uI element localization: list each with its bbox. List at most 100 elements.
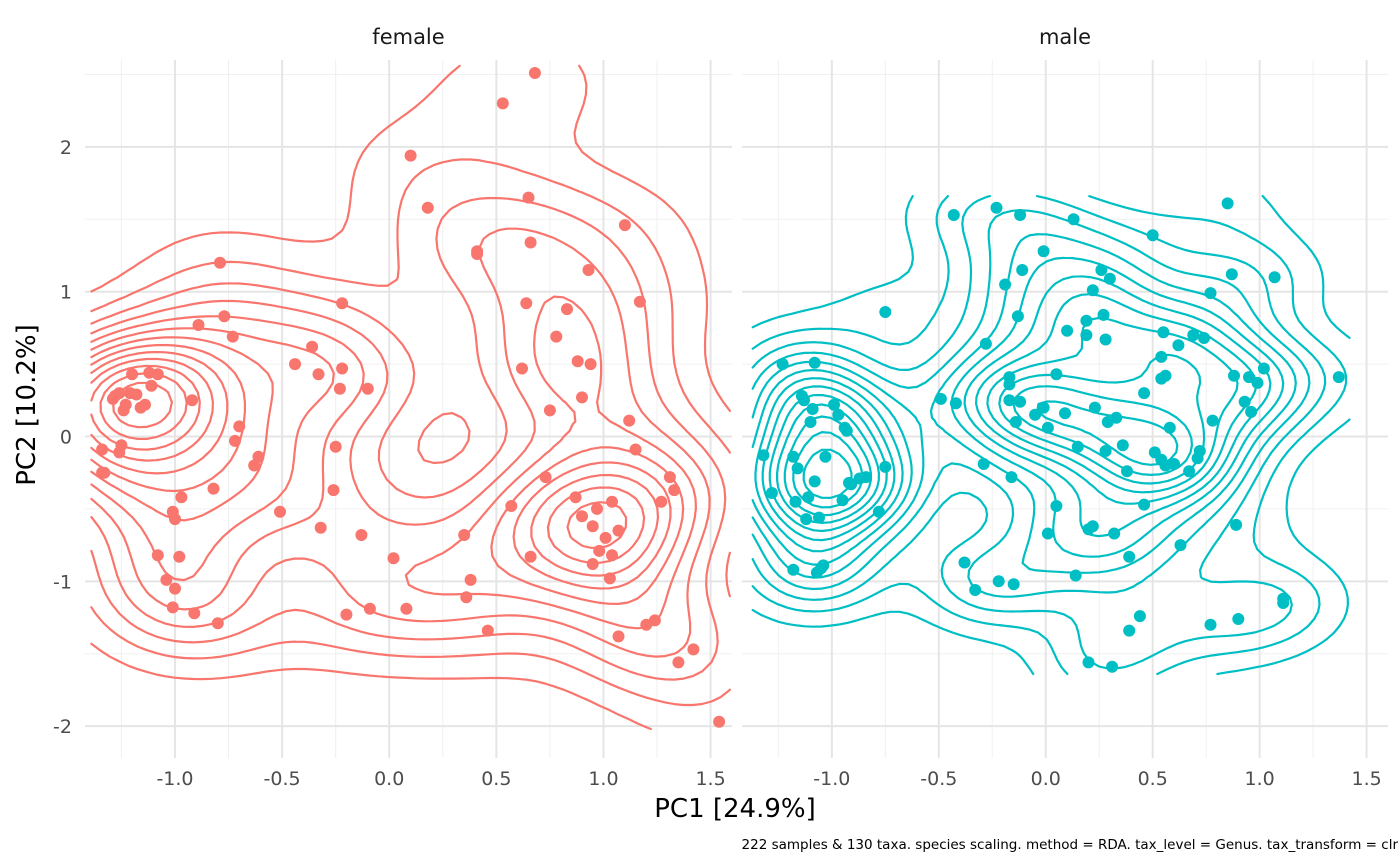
x-tick-label: -1.0: [156, 768, 193, 790]
data-point: [207, 482, 220, 495]
x-tick-label: 0.5: [481, 768, 511, 790]
data-point: [233, 420, 246, 433]
data-point: [539, 471, 552, 484]
data-point: [1155, 350, 1168, 363]
x-tick-label: 0.0: [374, 768, 404, 790]
data-point: [1172, 339, 1185, 352]
x-tick-label: -0.5: [264, 768, 301, 790]
data-point: [672, 656, 685, 669]
density-contour-line: [90, 295, 697, 630]
data-point: [145, 379, 158, 392]
data-point: [1005, 471, 1018, 484]
data-point: [1183, 465, 1196, 478]
density-contour-line: [754, 275, 1272, 553]
density-contour-line: [90, 336, 672, 590]
data-point: [687, 643, 700, 656]
data-point: [404, 149, 417, 162]
data-point: [166, 601, 179, 614]
data-point: [211, 617, 224, 630]
data-point: [599, 531, 612, 544]
x-tick-label: -0.5: [920, 768, 957, 790]
data-point: [576, 391, 588, 404]
density-contour-line: [751, 195, 1351, 676]
data-point: [214, 256, 226, 269]
points-female: [96, 67, 726, 728]
data-point: [817, 559, 830, 572]
data-point: [808, 475, 821, 488]
data-point: [1011, 310, 1024, 323]
data-point: [1037, 245, 1050, 258]
data-point: [169, 513, 181, 526]
data-point: [1230, 518, 1243, 531]
data-point: [169, 582, 181, 595]
data-point: [126, 368, 139, 381]
y-tick-labels: -2 -1 0 1 2: [53, 137, 72, 738]
data-point: [757, 449, 770, 462]
data-point: [947, 209, 960, 221]
data-point: [1106, 660, 1119, 673]
data-point: [1157, 326, 1170, 339]
data-point: [400, 602, 413, 615]
data-point: [832, 408, 845, 421]
data-point: [119, 398, 132, 411]
strip-label-female: female: [372, 25, 444, 49]
data-point: [458, 529, 471, 541]
data-point: [958, 556, 971, 569]
data-point: [582, 264, 595, 276]
x-tick-label: 0.5: [1138, 768, 1168, 790]
data-point: [802, 491, 815, 504]
data-point: [113, 387, 126, 400]
data-point: [1268, 271, 1281, 284]
data-point: [139, 398, 151, 411]
data-point: [1014, 395, 1027, 408]
data-point: [130, 388, 143, 401]
density-contour-line: [751, 195, 1327, 670]
data-point: [1080, 314, 1093, 327]
data-point: [1245, 405, 1258, 418]
data-point: [1099, 333, 1112, 346]
y-tick-label: -2: [53, 716, 72, 738]
data-point: [879, 460, 892, 473]
data-point: [520, 297, 533, 310]
data-point: [252, 450, 265, 463]
data-point: [1103, 272, 1116, 285]
data-point: [340, 608, 353, 621]
data-point: [1050, 500, 1063, 512]
data-point: [1146, 229, 1159, 242]
data-point: [836, 494, 849, 507]
data-point: [1003, 378, 1016, 391]
x-tick-label: 1.5: [1351, 768, 1381, 790]
data-point: [1086, 520, 1099, 533]
data-point: [606, 495, 618, 508]
data-point: [789, 495, 802, 508]
data-point: [1198, 332, 1210, 344]
data-point: [1251, 376, 1264, 389]
data-point: [612, 630, 625, 643]
data-point: [992, 575, 1005, 588]
data-point: [314, 521, 327, 534]
data-point: [561, 303, 573, 316]
data-point: [1050, 368, 1063, 381]
data-point: [806, 403, 819, 415]
data-point: [586, 558, 599, 570]
density-contour-line: [90, 364, 201, 451]
data-point: [1206, 414, 1219, 427]
data-point: [1088, 401, 1101, 414]
data-point: [1138, 498, 1151, 511]
data-point: [1277, 592, 1290, 605]
data-point: [977, 458, 990, 470]
data-point: [226, 330, 239, 343]
data-point: [173, 550, 186, 563]
data-point: [1108, 527, 1121, 540]
data-point: [1069, 569, 1082, 582]
data-point: [586, 520, 599, 533]
data-point: [1003, 394, 1016, 407]
data-point: [603, 572, 616, 585]
x-tick-label: 1.0: [1245, 768, 1275, 790]
data-point: [1110, 411, 1123, 424]
data-point: [289, 358, 301, 371]
data-point: [1238, 395, 1251, 408]
data-point: [1204, 618, 1217, 631]
data-point: [934, 392, 947, 405]
data-point: [569, 491, 582, 504]
